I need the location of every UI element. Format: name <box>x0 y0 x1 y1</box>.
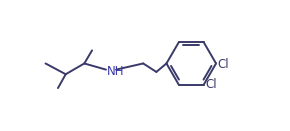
Text: Cl: Cl <box>205 78 217 91</box>
Text: Cl: Cl <box>218 58 229 71</box>
Text: NH: NH <box>107 65 124 78</box>
